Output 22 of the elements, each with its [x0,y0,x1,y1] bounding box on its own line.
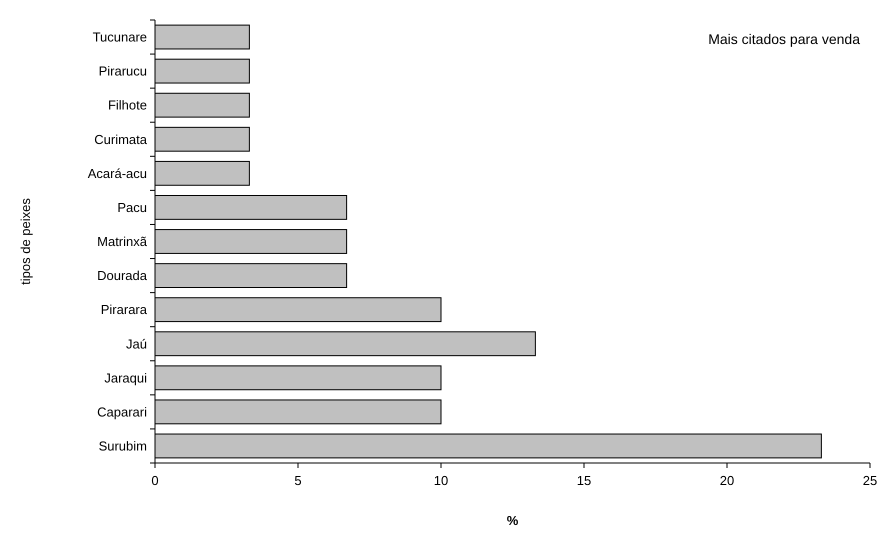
x-tick-label: 0 [151,473,159,488]
x-axis-title: % [506,513,519,528]
y-tick-label: Pirarara [100,302,148,318]
x-tick-label: 15 [576,473,592,488]
y-tick-label: Dourada [97,268,148,284]
y-tick-label: Pirarucu [98,64,147,79]
y-tick-label: Filhote [108,98,147,113]
x-tick-label: 5 [294,473,302,488]
y-tick-label: Caparari [97,404,148,420]
x-tick-label: 10 [434,473,448,488]
y-axis-title: tipos de peixes [18,198,33,285]
annotation: Mais citados para venda [708,31,860,47]
y-tick-label: Tucunare [92,30,147,45]
x-tick-label: 25 [862,473,878,488]
y-tick-label: Surubim [98,438,147,454]
y-tick-label: Jaraqui [104,370,148,386]
y-tick-label: Matrinxã [97,234,148,250]
y-tick-label: Jaú [126,336,147,352]
x-tick-label: 20 [720,473,734,488]
y-tick-label: Pacu [117,200,147,215]
y-tick-label: Curimata [94,132,148,147]
y-tick-label: Acará-acu [88,166,147,181]
